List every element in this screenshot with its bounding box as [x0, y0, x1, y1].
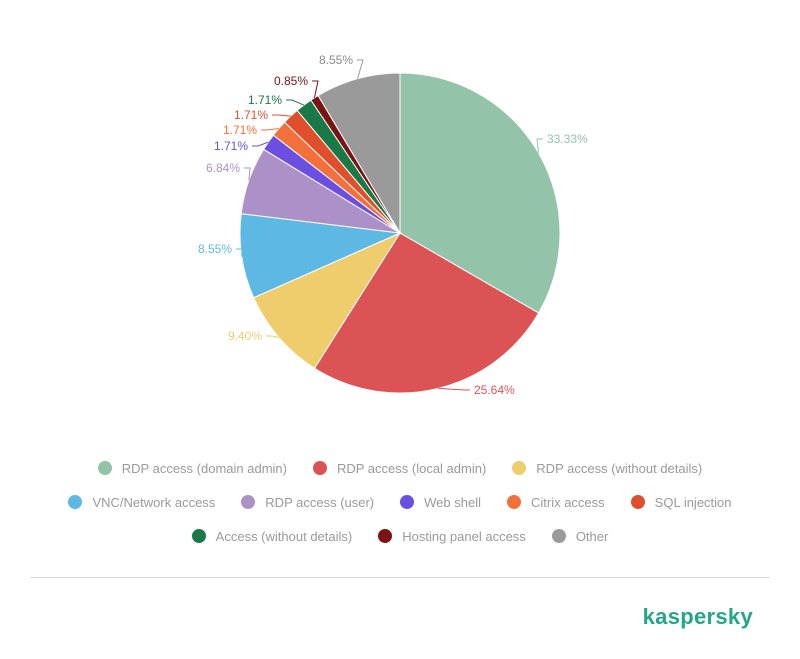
legend-swatch: [630, 495, 645, 509]
legend-row: Access (without details) Hosting panel ac…: [0, 527, 800, 545]
leader-line: [357, 59, 364, 79]
legend-label: SQL injection: [654, 494, 732, 510]
leader-line: [261, 128, 279, 131]
data-label: 1.71%: [234, 108, 268, 122]
legend-label: Access (without details): [215, 528, 353, 544]
leader-line: [536, 138, 543, 154]
pie-slice: [317, 72, 401, 235]
legend-item: Citrix access: [506, 494, 605, 510]
legend-swatch: [241, 495, 256, 509]
legend-label: RDP access (domain admin): [121, 460, 287, 476]
legend-label: Other: [575, 528, 609, 544]
leader-line: [286, 99, 305, 106]
legend-label: Hosting panel access: [402, 528, 526, 544]
legend-item: Access (without details): [191, 528, 353, 544]
pie-slice: [253, 231, 402, 369]
legend-item: VNC/Network access: [68, 495, 215, 510]
data-label: 6.84%: [206, 161, 240, 175]
legend-label: Web shell: [424, 494, 481, 510]
leader-line: [236, 248, 243, 257]
data-label: 1.71%: [214, 139, 248, 153]
legend-item: Other: [551, 528, 609, 544]
leader-line: [244, 167, 251, 181]
data-label: 8.55%: [198, 242, 232, 256]
legend-label: RDP access (local admin): [336, 460, 487, 476]
leader-line: [272, 114, 291, 117]
data-label: 1.71%: [223, 123, 257, 137]
legend-label: VNC/Network access: [92, 494, 216, 510]
legend-item: Web shell: [400, 495, 481, 510]
legend-item: RDP access (domain admin): [97, 460, 287, 476]
data-label: 8.55%: [319, 53, 353, 67]
legend-label: RDP access (without details): [536, 460, 703, 476]
legend-swatch: [400, 495, 415, 509]
kaspersky-logo: kaspersky: [642, 604, 753, 629]
divider: [30, 577, 770, 578]
legend-item: RDP access (user): [241, 495, 374, 510]
legend-swatch: [68, 495, 83, 509]
legend-label: RDP access (user): [265, 494, 375, 510]
leader-line: [312, 80, 319, 98]
legend-swatch: [97, 461, 112, 475]
data-label: 1.71%: [248, 93, 282, 107]
leader-line: [438, 387, 470, 391]
legend-item: Hosting panel access: [378, 529, 526, 544]
legend-swatch: [506, 495, 521, 509]
data-label: 25.64%: [474, 383, 515, 397]
legend-swatch: [551, 529, 566, 543]
pie-slice: [313, 232, 540, 394]
legend-row: RDP access (domain admin) RDP access (loc…: [0, 459, 800, 477]
legend-swatch: [312, 461, 327, 475]
legend-swatch: [191, 529, 206, 543]
pie-chart: 33.33%25.64%9.40%8.55%6.84%1.71%1.71%1.7…: [198, 53, 588, 397]
data-label: 33.33%: [547, 132, 588, 146]
leader-line: [266, 335, 279, 339]
legend-swatch: [378, 529, 393, 543]
legend-item: RDP access (local admin): [312, 460, 487, 476]
legend-label: Citrix access: [530, 494, 605, 510]
legend-item: RDP access (without details): [512, 461, 702, 476]
legend-row: VNC/Network access RDP access (user) Web s…: [0, 493, 800, 511]
data-label: 0.85%: [274, 74, 308, 88]
legend-swatch: [512, 461, 527, 475]
data-label: 9.40%: [228, 329, 262, 343]
leader-line: [252, 141, 269, 147]
legend-item: SQL injection: [630, 494, 732, 510]
